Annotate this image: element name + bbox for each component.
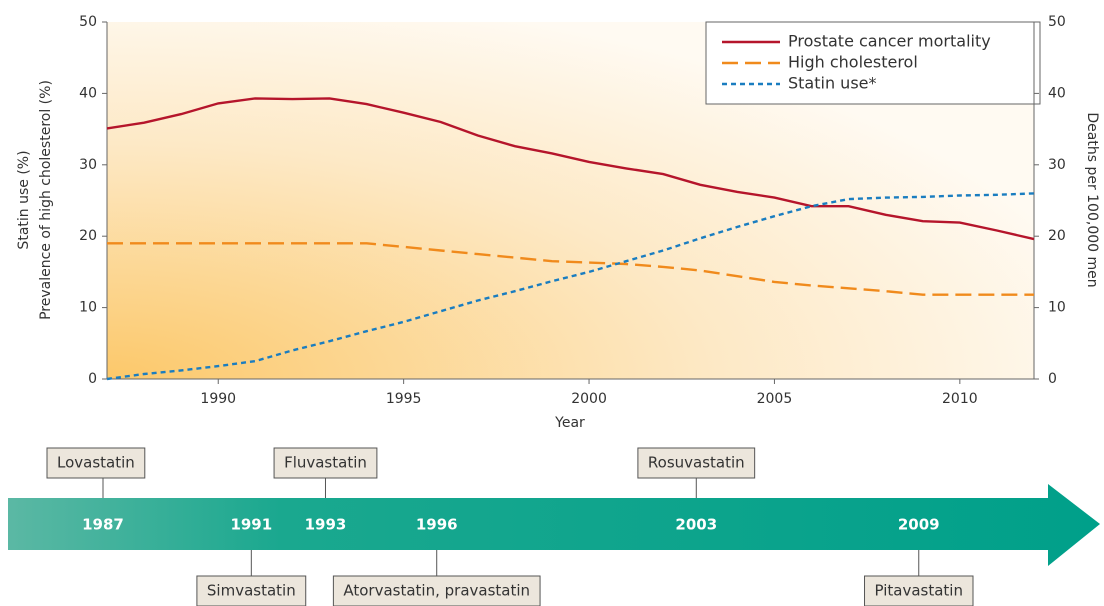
- timeline-drug: Lovastatin: [57, 454, 135, 472]
- timeline-year: 2003: [675, 516, 717, 534]
- timeline-year: 1993: [305, 516, 347, 534]
- timeline-box: [864, 575, 974, 606]
- timeline-box: [637, 447, 756, 479]
- timeline-year: 1987: [82, 516, 124, 534]
- timeline-drug: Atorvastatin, pravastatin: [343, 582, 530, 600]
- legend-label: Statin use*: [788, 74, 877, 93]
- x-tick-label: 1995: [386, 391, 422, 407]
- y2-tick-label: 20: [1048, 228, 1066, 244]
- y2-tick-label: 50: [1048, 14, 1066, 30]
- timeline-drug: Pitavastatin: [875, 582, 963, 600]
- y2-axis-label: Deaths per 100,000 men: [1084, 112, 1100, 287]
- y2-tick-label: 40: [1048, 85, 1066, 101]
- timeline-box: [46, 447, 146, 479]
- series-line: [106, 97, 1035, 241]
- series-line: [106, 192, 1035, 381]
- x-tick-label: 2010: [942, 391, 978, 407]
- y-axis-label: Prevalence of high cholesterol (%): [38, 80, 54, 320]
- timeline: 1987 Lovastatin 1991 Simvastatin 1993 Fluvast…: [46, 447, 974, 606]
- timeline-drug: Simvastatin: [207, 582, 296, 600]
- timeline-box: [273, 447, 378, 479]
- timeline-box: [196, 575, 307, 606]
- x-tick-label: 2005: [757, 391, 793, 407]
- y-tick-label: 40: [79, 85, 97, 101]
- y2-tick-label: 10: [1048, 300, 1066, 316]
- timeline-drug: Fluvastatin: [284, 454, 367, 472]
- y2-tick-label: 0: [1048, 371, 1057, 387]
- y2-tick-label: 30: [1048, 157, 1066, 173]
- x-axis-label: Year: [554, 415, 585, 431]
- timeline-drug: Rosuvastatin: [648, 454, 745, 472]
- y-tick-label: 50: [79, 14, 97, 30]
- legend-label: Prostate cancer mortality: [788, 32, 991, 51]
- timeline-year: 1996: [416, 516, 458, 534]
- x-tick-label: 2000: [571, 391, 607, 407]
- y-tick-label: 20: [79, 228, 97, 244]
- y-axis-label: Statin use (%): [16, 150, 32, 249]
- y-tick-label: 30: [79, 157, 97, 173]
- y-tick-label: 0: [88, 371, 97, 387]
- legend: [705, 21, 1041, 105]
- y-tick-label: 10: [79, 300, 97, 316]
- timeline-box: [332, 575, 541, 606]
- timeline-year: 1991: [230, 516, 272, 534]
- legend-label: High cholesterol: [788, 53, 918, 72]
- timeline-year: 2009: [898, 516, 940, 534]
- series-line: [107, 242, 1034, 296]
- x-tick-label: 1990: [200, 391, 236, 407]
- timeline-arrow: [8, 484, 1100, 566]
